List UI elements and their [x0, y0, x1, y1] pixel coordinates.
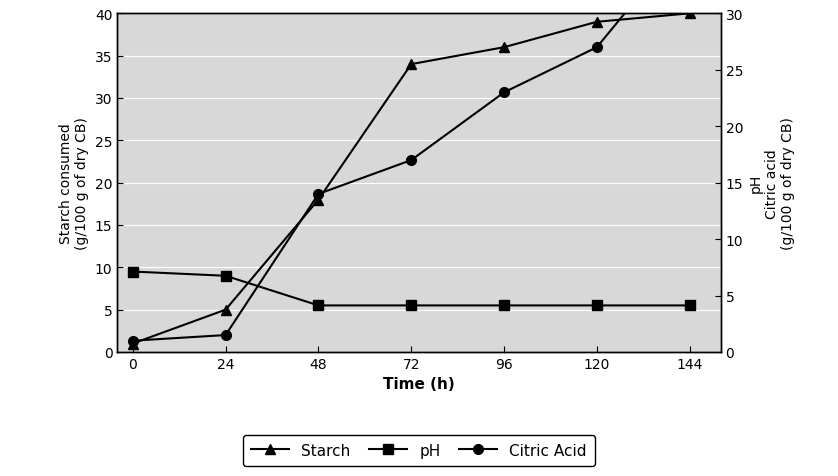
pH — [592, 303, 602, 308]
Citric Acid — [499, 90, 510, 96]
Citric Acid — [313, 192, 323, 198]
pH — [313, 303, 323, 308]
pH — [499, 303, 510, 308]
Y-axis label: pH
Citric acid
(g/100 g of dry CB): pH Citric acid (g/100 g of dry CB) — [748, 117, 795, 249]
Legend: Starch, pH, Citric Acid: Starch, pH, Citric Acid — [243, 435, 595, 466]
Starch — [406, 62, 416, 68]
pH — [220, 273, 230, 279]
Starch — [220, 307, 230, 313]
Line: Citric Acid: Citric Acid — [128, 0, 695, 346]
Citric Acid — [406, 158, 416, 164]
Line: Starch: Starch — [128, 10, 695, 348]
Starch — [313, 197, 323, 203]
pH — [127, 269, 137, 275]
Starch — [592, 20, 602, 26]
Starch — [127, 341, 137, 347]
X-axis label: Time (h): Time (h) — [383, 377, 455, 392]
pH — [685, 303, 695, 308]
Y-axis label: Starch consumed
(g/100 g of dry CB): Starch consumed (g/100 g of dry CB) — [59, 117, 90, 249]
Citric Acid — [592, 45, 602, 51]
Line: pH: pH — [128, 267, 695, 311]
Citric Acid — [127, 338, 137, 344]
Starch — [499, 45, 510, 51]
pH — [406, 303, 416, 308]
Citric Acid — [220, 332, 230, 338]
Starch — [685, 11, 695, 17]
